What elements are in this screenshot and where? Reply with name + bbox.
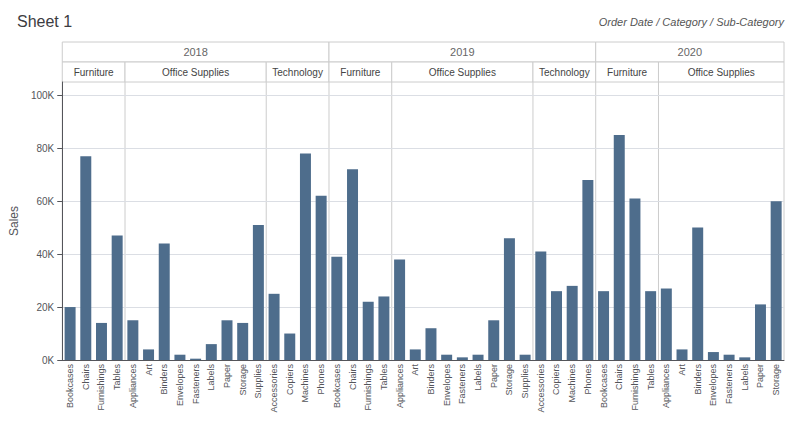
svg-text:Copiers: Copiers: [551, 364, 561, 396]
svg-text:Binders: Binders: [693, 364, 703, 395]
svg-text:Supplies: Supplies: [520, 364, 530, 399]
svg-text:Tables: Tables: [646, 364, 656, 391]
svg-text:Furnishings: Furnishings: [630, 364, 640, 411]
svg-text:Envelopes: Envelopes: [175, 364, 185, 407]
svg-text:20K: 20K: [36, 302, 54, 313]
svg-text:Office Supplies: Office Supplies: [688, 67, 755, 78]
svg-text:Appliances: Appliances: [661, 364, 671, 409]
svg-text:Technology: Technology: [272, 67, 323, 78]
svg-text:Phones: Phones: [316, 364, 326, 395]
svg-text:Fasteners: Fasteners: [724, 364, 734, 405]
svg-text:2019: 2019: [450, 46, 474, 58]
svg-text:80K: 80K: [36, 143, 54, 154]
svg-text:40K: 40K: [36, 249, 54, 260]
svg-text:Order Date / Category / Sub-Ca: Order Date / Category / Sub-Category: [599, 16, 786, 28]
svg-text:Tables: Tables: [379, 364, 389, 391]
svg-text:0K: 0K: [42, 355, 55, 366]
svg-text:Tables: Tables: [112, 364, 122, 391]
svg-text:Office Supplies: Office Supplies: [429, 67, 496, 78]
svg-text:2020: 2020: [678, 46, 702, 58]
svg-text:2018: 2018: [183, 46, 207, 58]
svg-text:Office Supplies: Office Supplies: [162, 67, 229, 78]
svg-text:Fasteners: Fasteners: [457, 364, 467, 405]
svg-text:Labels: Labels: [473, 364, 483, 391]
svg-text:Machines: Machines: [567, 364, 577, 403]
svg-text:Paper: Paper: [755, 364, 765, 388]
svg-text:Bookcases: Bookcases: [332, 364, 342, 409]
svg-text:Paper: Paper: [489, 364, 499, 388]
svg-text:Storage: Storage: [238, 364, 248, 396]
svg-text:Appliances: Appliances: [128, 364, 138, 409]
svg-text:Accessories: Accessories: [536, 364, 546, 413]
svg-text:Bookcases: Bookcases: [65, 364, 75, 409]
svg-text:Appliances: Appliances: [395, 364, 405, 409]
svg-text:Furniture: Furniture: [74, 67, 114, 78]
svg-text:Chairs: Chairs: [348, 364, 358, 391]
svg-text:Accessories: Accessories: [269, 364, 279, 413]
svg-text:Envelopes: Envelopes: [708, 364, 718, 407]
svg-text:Furnishings: Furnishings: [363, 364, 373, 411]
svg-text:Sheet 1: Sheet 1: [17, 13, 72, 30]
svg-text:Supplies: Supplies: [253, 364, 263, 399]
svg-text:Labels: Labels: [206, 364, 216, 391]
svg-text:Bookcases: Bookcases: [599, 364, 609, 409]
svg-text:100K: 100K: [31, 90, 55, 101]
svg-text:Chairs: Chairs: [81, 364, 91, 391]
svg-text:Art: Art: [410, 364, 420, 376]
svg-text:60K: 60K: [36, 196, 54, 207]
svg-text:Chairs: Chairs: [614, 364, 624, 391]
svg-text:Binders: Binders: [159, 364, 169, 395]
svg-text:Technology: Technology: [539, 67, 590, 78]
svg-text:Labels: Labels: [740, 364, 750, 391]
svg-text:Binders: Binders: [426, 364, 436, 395]
svg-text:Furnishings: Furnishings: [96, 364, 106, 411]
svg-text:Copiers: Copiers: [285, 364, 295, 396]
svg-text:Storage: Storage: [771, 364, 781, 396]
svg-text:Machines: Machines: [300, 364, 310, 403]
svg-text:Art: Art: [144, 364, 154, 376]
svg-text:Fasteners: Fasteners: [191, 364, 201, 405]
svg-text:Storage: Storage: [504, 364, 514, 396]
svg-text:Paper: Paper: [222, 364, 232, 388]
svg-text:Envelopes: Envelopes: [442, 364, 452, 407]
svg-text:Sales: Sales: [7, 206, 21, 236]
svg-text:Phones: Phones: [583, 364, 593, 395]
svg-text:Furniture: Furniture: [340, 67, 380, 78]
svg-text:Furniture: Furniture: [607, 67, 647, 78]
svg-text:Art: Art: [677, 364, 687, 376]
